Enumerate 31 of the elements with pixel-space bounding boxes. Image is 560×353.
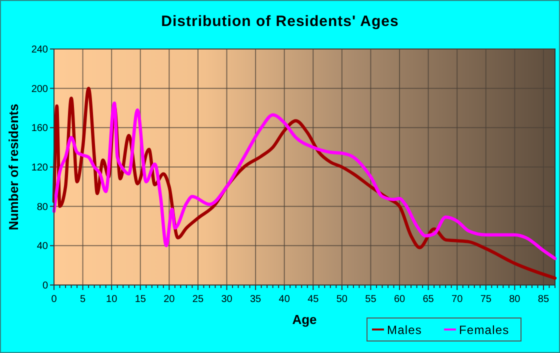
x-tick-label: 30 [221, 294, 233, 305]
y-tick-label: 0 [42, 280, 48, 292]
x-tick-label: 20 [164, 294, 176, 305]
y-tick-label: 160 [31, 123, 48, 134]
x-tick-label: 5 [80, 294, 86, 305]
x-tick-label: 75 [480, 294, 492, 305]
x-tick-label: 55 [365, 294, 377, 305]
y-tick-label: 240 [31, 44, 48, 56]
legend-label: Females [459, 323, 510, 337]
x-tick-label: 15 [134, 294, 146, 305]
x-tick-label: 25 [192, 294, 204, 305]
y-axis-title: Number of residents [6, 104, 21, 230]
x-tick-label: 40 [278, 294, 290, 305]
chart-title: Distribution of Residents' Ages [161, 13, 399, 30]
line-series [52, 101, 557, 260]
y-tick-label: 40 [36, 241, 48, 252]
x-tick-label: 0 [51, 294, 58, 305]
x-tick-label: 60 [394, 294, 406, 305]
x-tick-label: 45 [308, 294, 320, 305]
x-tick-label: 80 [509, 294, 521, 305]
x-tick-label: 35 [250, 294, 262, 305]
x-tick-label: 70 [452, 294, 464, 305]
x-axis-title: Age [292, 312, 317, 327]
x-tick-label: 65 [422, 294, 434, 305]
y-tick-label: 80 [36, 202, 48, 213]
x-tick-label: 50 [336, 294, 348, 305]
x-tick-label: 10 [106, 294, 118, 305]
y-tick-label: 120 [31, 162, 48, 174]
x-tick-label: 85 [538, 294, 550, 305]
legend-label: Males [387, 323, 422, 337]
y-tick-label: 200 [31, 84, 48, 95]
